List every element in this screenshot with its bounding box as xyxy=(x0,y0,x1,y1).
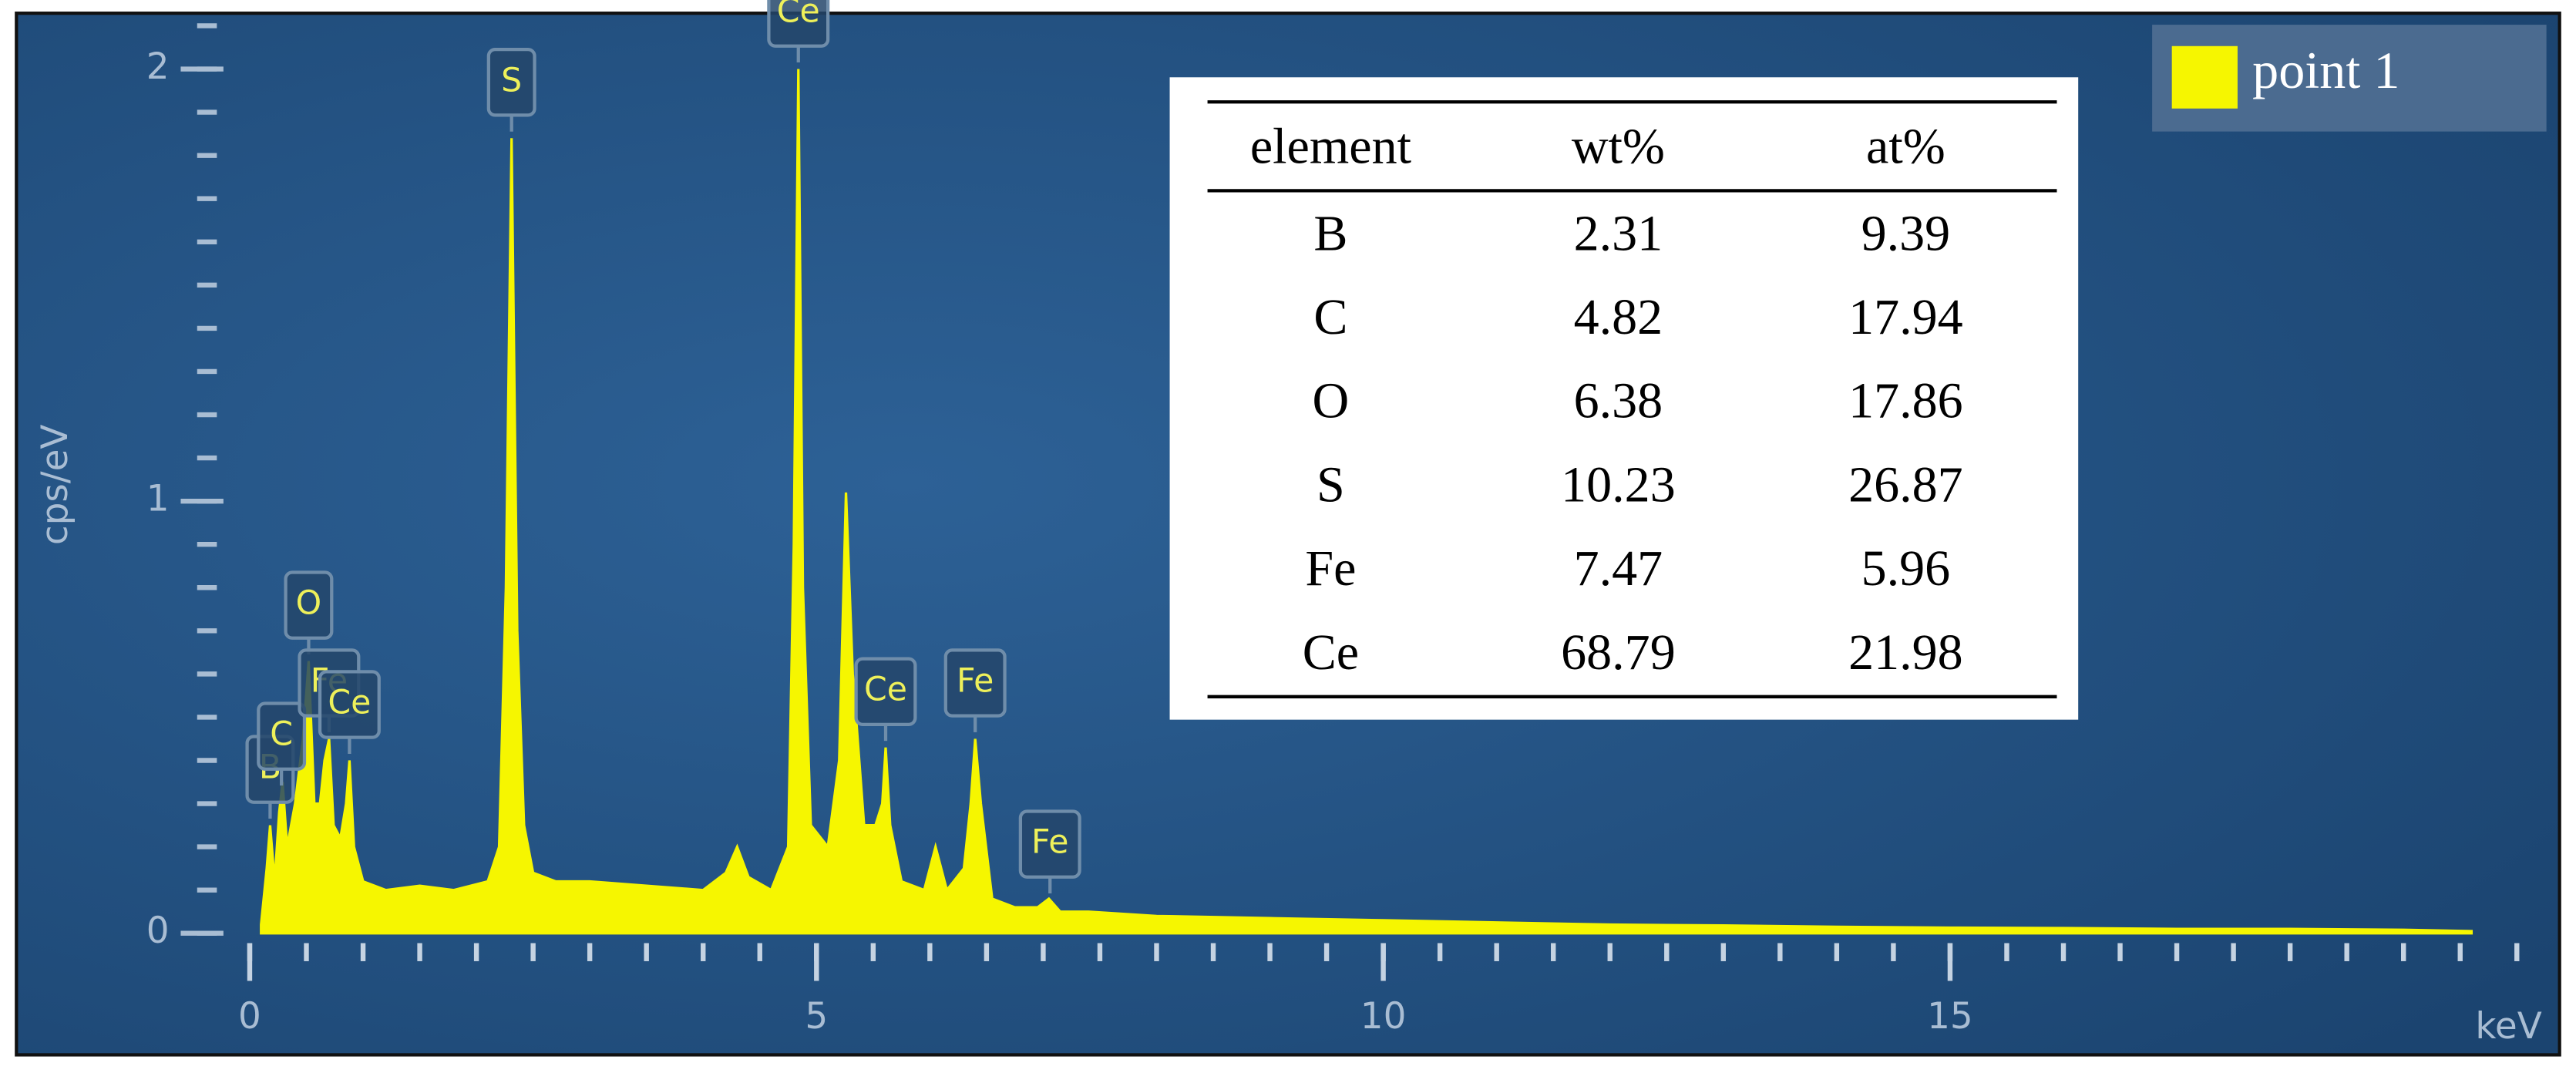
legend-label: point 1 xyxy=(2252,41,2399,99)
peak-label: Fe xyxy=(957,661,994,700)
x-tick-label: 5 xyxy=(805,995,828,1038)
y-tick-label: 2 xyxy=(146,45,170,88)
x-tick-label: 0 xyxy=(238,995,261,1038)
table-header: wt% xyxy=(1572,118,1665,174)
table-cell: 2.31 xyxy=(1574,205,1663,261)
peak-label: Fe xyxy=(1031,823,1068,862)
table-cell: 7.47 xyxy=(1574,540,1663,597)
table-cell: Ce xyxy=(1303,624,1359,681)
y-tick-label: 0 xyxy=(146,910,170,952)
y-axis-label: cps/eV xyxy=(34,425,76,546)
legend-swatch xyxy=(2171,45,2238,109)
x-tick-label: 15 xyxy=(1927,995,1973,1038)
x-axis-label: keV xyxy=(2475,1005,2541,1048)
x-tick-label: 10 xyxy=(1360,995,1407,1038)
peak-label-box xyxy=(318,670,381,739)
peak-label-box xyxy=(854,657,917,726)
peak-label: C xyxy=(270,715,293,754)
table-cell: 26.87 xyxy=(1848,456,1963,513)
table-cell: 5.96 xyxy=(1861,540,1951,597)
table-background xyxy=(1169,77,2079,720)
table-cell: 68.79 xyxy=(1561,624,1676,681)
peak-label-box xyxy=(257,701,307,771)
spectrum-area xyxy=(260,69,2473,935)
table-cell: 6.38 xyxy=(1574,373,1663,429)
peak-label-box xyxy=(943,648,1007,718)
table-cell: 9.39 xyxy=(1861,205,1951,261)
table-cell: 21.98 xyxy=(1848,624,1963,681)
peak-label-box xyxy=(486,48,536,117)
peak-label: Ce xyxy=(864,671,907,709)
table-cell: 4.82 xyxy=(1574,289,1663,345)
y-tick-label: 1 xyxy=(146,478,170,520)
table-header: element xyxy=(1250,118,1411,174)
peak-label: O xyxy=(296,584,322,623)
table-header: at% xyxy=(1866,118,1945,174)
table-cell: Fe xyxy=(1305,540,1356,597)
table-cell: B xyxy=(1313,205,1347,261)
table-cell: S xyxy=(1317,456,1345,513)
table-cell: 17.86 xyxy=(1848,373,1963,429)
peak-label: Ce xyxy=(777,0,820,31)
peak-label-box xyxy=(284,570,334,640)
peak-label-box xyxy=(767,0,830,48)
peak-label: S xyxy=(501,61,522,99)
table-cell: 17.94 xyxy=(1848,289,1963,345)
table-cell: 10.23 xyxy=(1561,456,1676,513)
table-cell: O xyxy=(1313,373,1350,429)
table-cell: C xyxy=(1313,289,1347,345)
peak-label: Ce xyxy=(328,684,371,722)
peak-label-box xyxy=(1018,809,1081,879)
